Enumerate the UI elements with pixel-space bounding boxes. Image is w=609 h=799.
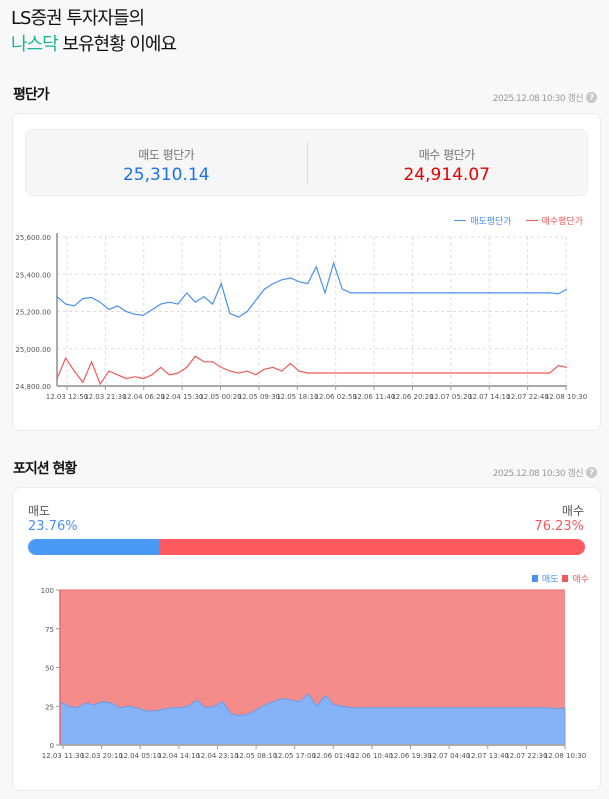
- buy-avg-line: [56, 355, 568, 386]
- sell-ratio-fill: [28, 539, 161, 555]
- x-tick-label: 12.05 00:20: [199, 393, 241, 401]
- y-tick-label: 25,600.00: [15, 234, 51, 242]
- x-tick-label: 12.04 06:20: [123, 393, 165, 401]
- x-tick-label: 12.06 02:50: [314, 393, 356, 401]
- legend-sell-swatch: [531, 575, 538, 582]
- y-tick-label: 25,000.00: [15, 346, 51, 354]
- x-tick-label: 12.06 01:40: [312, 752, 354, 760]
- legend-buy[interactable]: 매수: [572, 575, 589, 585]
- x-tick-label: 12.04 14:10: [158, 752, 200, 760]
- buy-label: 매수: [561, 504, 584, 518]
- buy-ratio-fill: [160, 539, 585, 555]
- y-tick-label: 75: [45, 626, 54, 634]
- x-tick-label: 12.08 10:30: [545, 393, 587, 401]
- line-legend: 매도평단가 매수평단가: [454, 214, 583, 227]
- x-tick-label: 12.05 08:10: [235, 752, 277, 760]
- y-tick-label: 25,400.00: [15, 271, 51, 279]
- position-section-title: 포지션 현황: [13, 461, 77, 477]
- divider: [307, 142, 308, 184]
- x-tick-label: 12.07 13:40: [467, 752, 509, 760]
- x-tick-label: 12.05 17:00: [273, 752, 315, 760]
- sell-avg-value: 25,310.14: [122, 165, 210, 185]
- x-tick-label: 12.06 10:40: [351, 752, 393, 760]
- y-tick-label: 25,200.00: [15, 309, 51, 317]
- y-tick-label: 50: [45, 665, 54, 673]
- x-tick-label: 12.05 09:30: [238, 393, 280, 401]
- y-tick-label: 25: [45, 703, 54, 711]
- legend-sell-swatch: [454, 219, 467, 222]
- x-tick-label: 12.03 11:30: [42, 752, 84, 760]
- x-tick-label: 12.06 20:20: [391, 393, 433, 401]
- x-tick-label: 12.03 21:30: [84, 393, 126, 401]
- headline-rest: 보유현황 이에요: [57, 34, 177, 55]
- x-tick-label: 12.06 19:30: [389, 752, 431, 760]
- x-tick-label: 12.03 20:10: [80, 752, 122, 760]
- headline-line1: LS증권 투자자들의: [11, 8, 145, 29]
- sell-avg-label: 매도 평단가: [138, 148, 195, 162]
- position-updated: 2025.12.08 10:30 갱신?: [493, 466, 597, 479]
- buy-pct: 76.23%: [534, 519, 584, 534]
- legend-buy[interactable]: 매수평단가: [541, 217, 583, 227]
- sell-avg-line: [56, 261, 568, 318]
- x-tick-label: 12.08 10:30: [544, 752, 586, 760]
- sell-pct: 23.76%: [28, 519, 78, 534]
- legend-buy-swatch: [525, 219, 538, 222]
- x-tick-label: 12.05 18:10: [276, 393, 318, 401]
- avg-price-line-chart: 25,600.00 25,400.00 25,200.00 25,000.00 24,8…: [15, 233, 587, 401]
- y-tick-label: 24,800.00: [15, 383, 51, 391]
- x-tick-label: 12.04 23:10: [196, 752, 238, 760]
- x-tick-label: 12.07 22:40: [506, 393, 548, 401]
- x-tick-label: 12.06 11:40: [353, 393, 395, 401]
- buy-avg-label: 매수 평단가: [418, 148, 476, 162]
- headline-line2: 나스닥 보유현황 이에요: [11, 30, 177, 56]
- buy-avg-value: 24,914.07: [403, 165, 491, 185]
- y-tick-label: 0: [50, 742, 54, 750]
- avg-summary: 매도 평단가 25,310.14 매수 평단가 24,914.07: [25, 129, 588, 196]
- question-circle-icon[interactable]: ?: [586, 92, 597, 103]
- legend-buy-swatch: [562, 575, 569, 582]
- sell-area: [59, 693, 566, 746]
- x-tick-label: 12.07 14:10: [468, 393, 510, 401]
- legend-sell[interactable]: 매도평단가: [470, 217, 512, 227]
- area-legend: 매도 매수: [531, 572, 589, 585]
- sell-label: 매도: [28, 504, 51, 518]
- x-tick-label: 12.04 15:30: [161, 393, 203, 401]
- x-tick-label: 12.07 04:40: [428, 752, 470, 760]
- question-circle-icon[interactable]: ?: [586, 467, 597, 478]
- updated-text: 2025.12.08 10:30 갱신: [492, 94, 584, 104]
- y-tick-label: 100: [41, 587, 54, 595]
- x-tick-label: 12.04 05:10: [119, 752, 161, 760]
- avg-section-title: 평단가: [13, 87, 50, 103]
- market-name: 나스닥: [11, 34, 59, 55]
- x-tick-label: 12.03 12:50: [46, 393, 88, 401]
- avg-updated: 2025.12.08 10:30 갱신?: [493, 91, 597, 104]
- updated-text: 2025.12.08 10:30 갱신: [492, 469, 584, 479]
- x-tick-label: 12.07 22:30: [505, 752, 547, 760]
- x-tick-label: 12.07 05:20: [430, 393, 472, 401]
- legend-sell[interactable]: 매도: [541, 575, 559, 585]
- position-ratio-bar: [28, 539, 585, 555]
